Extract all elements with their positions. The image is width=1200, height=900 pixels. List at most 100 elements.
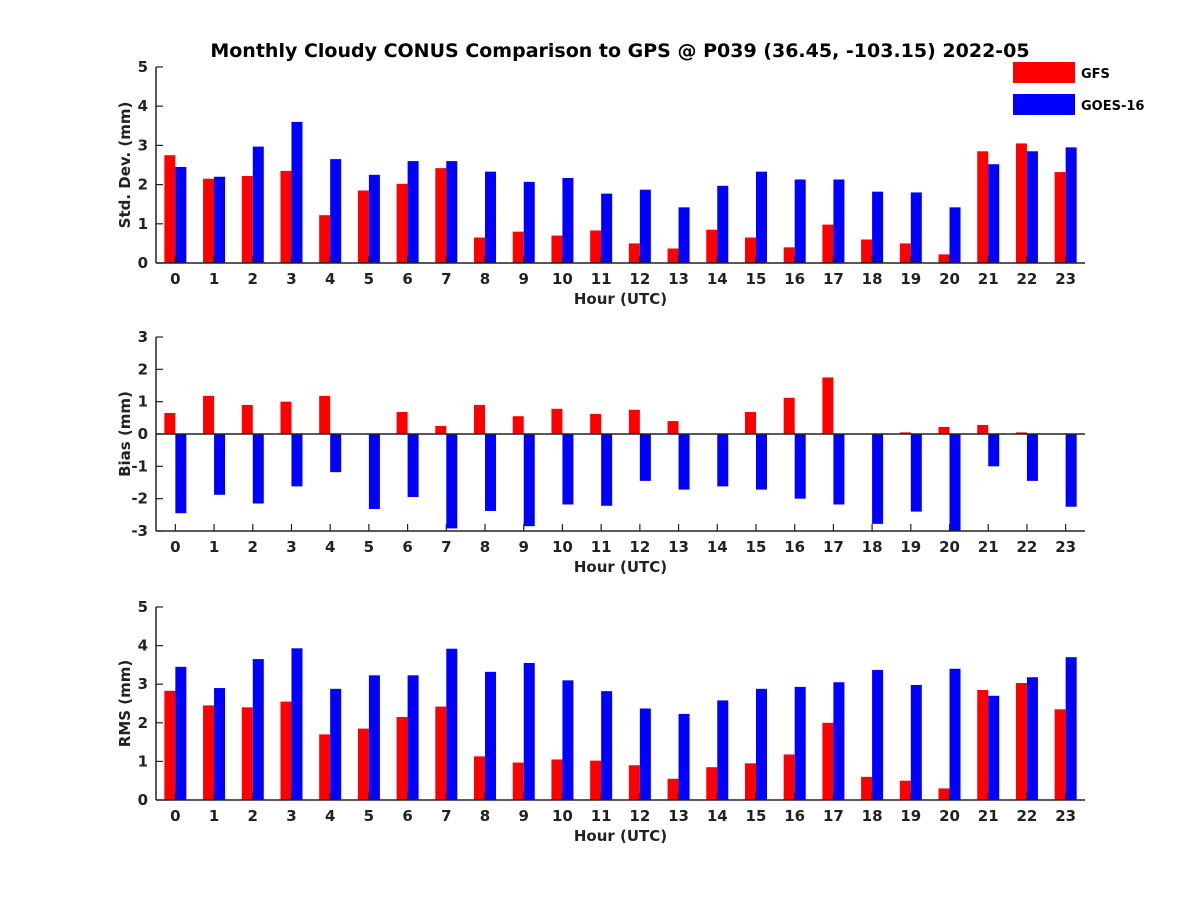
bar-gfs-hour-17 — [822, 224, 834, 263]
x-tick-label: 20 — [939, 270, 960, 288]
x-tick-label: 13 — [668, 807, 689, 825]
x-tick-label: 17 — [823, 807, 844, 825]
bar-gfs-hour-14 — [706, 229, 718, 263]
x-tick-label: 16 — [784, 270, 805, 288]
bar-goes16-hour-7 — [446, 161, 458, 263]
bar-goes16-hour-10 — [562, 177, 574, 263]
x-tick-label: 14 — [707, 807, 728, 825]
bar-goes16-hour-5 — [368, 174, 380, 263]
x-tick-label: 8 — [480, 807, 490, 825]
x-tick-label: 19 — [900, 270, 921, 288]
x-tick-label: 18 — [862, 270, 883, 288]
x-tick-label: 5 — [364, 538, 374, 556]
x-tick-label: 16 — [784, 807, 805, 825]
bar-goes16-hour-15 — [755, 688, 767, 800]
bar-gfs-hour-7 — [435, 168, 447, 263]
y-tick-label: 3 — [138, 136, 148, 154]
bar-goes16-hour-0 — [175, 666, 187, 800]
bar-goes16-hour-16 — [794, 434, 806, 499]
bar-goes16-hour-15 — [755, 171, 767, 263]
legend-swatch-gfs — [1013, 62, 1075, 83]
x-tick-label: 11 — [591, 270, 612, 288]
bar-gfs-hour-21 — [977, 424, 989, 434]
x-tick-label: 21 — [978, 270, 999, 288]
bar-gfs-hour-4 — [319, 395, 331, 434]
x-tick-label: 15 — [746, 807, 767, 825]
bar-gfs-hour-4 — [319, 734, 331, 800]
bar-gfs-hour-0 — [164, 690, 176, 800]
legend-swatch-goes16 — [1013, 94, 1075, 115]
x-tick-label: 23 — [1055, 270, 1076, 288]
bar-goes16-hour-21 — [988, 695, 1000, 800]
x-tick-label: 21 — [978, 538, 999, 556]
bar-goes16-hour-5 — [368, 675, 380, 800]
x-tick-label: 4 — [325, 807, 335, 825]
x-tick-label: 12 — [629, 538, 650, 556]
x-tick-label: 3 — [286, 807, 296, 825]
x-tick-label: 7 — [441, 270, 451, 288]
bar-goes16-hour-19 — [910, 192, 922, 263]
bar-gfs-hour-17 — [822, 722, 834, 800]
bar-gfs-hour-9 — [512, 416, 524, 434]
bar-gfs-hour-4 — [319, 215, 331, 263]
bar-gfs-hour-14 — [706, 767, 718, 800]
x-tick-label: 4 — [325, 270, 335, 288]
bar-goes16-hour-2 — [252, 146, 264, 263]
bar-goes16-hour-9 — [523, 434, 535, 527]
bar-goes16-hour-18 — [872, 191, 884, 263]
x-tick-label: 9 — [519, 270, 529, 288]
y-tick-label: 0 — [138, 425, 148, 443]
bar-gfs-hour-9 — [512, 762, 524, 800]
bar-goes16-hour-17 — [833, 434, 845, 505]
x-tick-label: 6 — [402, 807, 412, 825]
bar-gfs-hour-8 — [474, 756, 486, 800]
bar-goes16-hour-13 — [678, 434, 690, 490]
bar-goes16-hour-16 — [794, 179, 806, 263]
bar-gfs-hour-16 — [783, 397, 795, 434]
x-tick-label: 4 — [325, 538, 335, 556]
bar-gfs-hour-7 — [435, 706, 447, 800]
bar-gfs-hour-23 — [1054, 709, 1066, 800]
bar-gfs-hour-17 — [822, 377, 834, 434]
bar-gfs-hour-19 — [899, 780, 911, 800]
bar-gfs-hour-6 — [396, 412, 408, 434]
bar-goes16-hour-14 — [717, 185, 729, 263]
bar-goes16-hour-18 — [872, 434, 884, 524]
bar-gfs-hour-15 — [744, 412, 756, 434]
bar-gfs-hour-6 — [396, 717, 408, 800]
bar-goes16-hour-12 — [639, 708, 651, 800]
x-tick-label: 7 — [441, 538, 451, 556]
bar-gfs-hour-13 — [667, 248, 679, 263]
x-tick-label: 18 — [862, 807, 883, 825]
bar-goes16-hour-1 — [214, 176, 226, 263]
bar-gfs-hour-1 — [203, 395, 215, 434]
x-tick-label: 5 — [364, 270, 374, 288]
x-tick-label: 20 — [939, 807, 960, 825]
bar-goes16-hour-7 — [446, 648, 458, 800]
x-tick-label: 16 — [784, 538, 805, 556]
bar-gfs-hour-15 — [744, 763, 756, 800]
bar-goes16-hour-19 — [910, 684, 922, 800]
legend-label-goes16: GOES-16 — [1081, 99, 1144, 114]
x-tick-label: 11 — [591, 807, 612, 825]
bar-goes16-hour-22 — [1026, 151, 1038, 263]
bar-gfs-hour-12 — [628, 243, 640, 263]
bar-gfs-hour-13 — [667, 778, 679, 800]
x-tick-label: 6 — [402, 270, 412, 288]
x-tick-label: 0 — [170, 270, 180, 288]
x-tick-label: 13 — [668, 270, 689, 288]
bar-gfs-hour-3 — [280, 701, 292, 800]
y-tick-label: 5 — [138, 598, 148, 616]
bar-gfs-hour-8 — [474, 237, 486, 263]
x-tick-label: 10 — [552, 807, 573, 825]
y-axis-label: Bias (mm) — [116, 391, 134, 477]
x-tick-label: 3 — [286, 538, 296, 556]
bar-gfs-hour-18 — [861, 239, 873, 263]
y-tick-label: 0 — [138, 254, 148, 272]
legend: GFS GOES-16 — [1013, 62, 1144, 115]
y-tick-label: 1 — [138, 215, 148, 233]
x-tick-label: 2 — [248, 807, 258, 825]
x-tick-label: 0 — [170, 538, 180, 556]
